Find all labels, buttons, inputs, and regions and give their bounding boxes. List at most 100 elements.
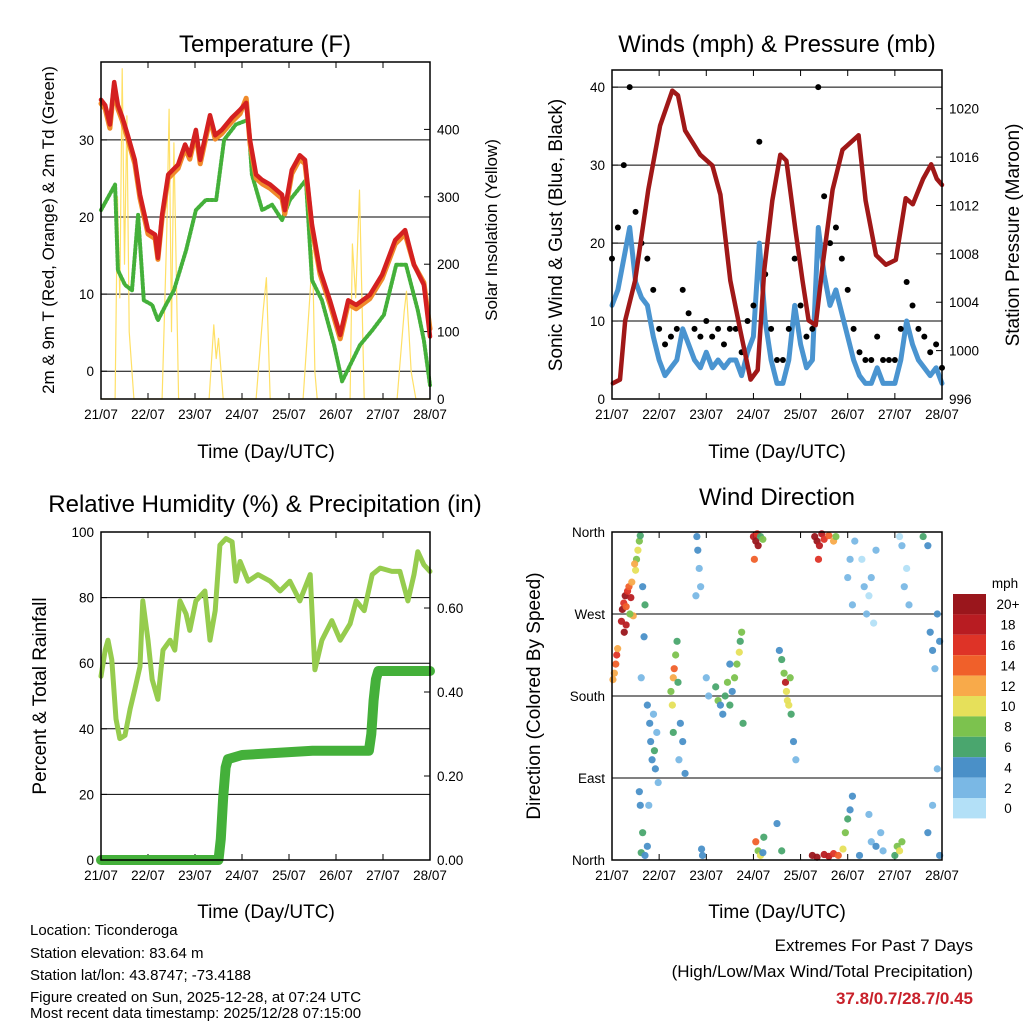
gust-point (679, 286, 686, 293)
humidity-title: Relative Humidity (%) & Precipitation (i… (48, 491, 481, 518)
wind-direction-point (898, 838, 906, 846)
gust-point (614, 224, 621, 231)
wind-direction-point (928, 646, 937, 655)
winds-xtick-label: 28/07 (925, 407, 959, 422)
dewpoint-2m-line (99, 117, 432, 388)
pressure-ylabel: Station Pressure (Maroon) (1003, 124, 1024, 347)
gust-point (732, 325, 739, 332)
temperature-ytick-label: 10 (79, 287, 94, 302)
wind-direction-point (919, 532, 927, 541)
elevation-text: Station elevation: 83.64 m (30, 945, 203, 962)
wind-direction-plot-frame (611, 531, 943, 861)
wind-direction-point (698, 851, 707, 860)
wind-direction-point (673, 637, 681, 645)
gust-point (691, 325, 698, 332)
legend-label: 8 (1004, 720, 1012, 735)
wind-direction-point (646, 719, 654, 727)
wind-direction-point (865, 810, 873, 819)
extremes-title: Extremes For Past 7 Days (775, 936, 973, 955)
station-pressure-line (610, 88, 945, 386)
winds-plot-frame (611, 69, 943, 400)
winds-ytick-right-label: 1012 (949, 198, 979, 213)
wind-direction-point (787, 710, 795, 718)
temperature-ytick-right-label: 100 (437, 325, 460, 340)
legend-label: 0 (1004, 801, 1012, 816)
gust-point (632, 208, 639, 215)
wind-direction-point (905, 601, 913, 609)
wind-direction-point (928, 801, 937, 809)
wind-direction-point (705, 692, 713, 700)
temperature-ylabel: 2m & 9m T (Red, Orange) & 2m Td (Green) (39, 66, 58, 394)
gust-point (891, 357, 898, 364)
humidity-ytick-right-label: 0.40 (437, 685, 463, 700)
winds-xtick-label: 22/07 (642, 407, 676, 422)
legend-label: 6 (1004, 740, 1012, 755)
wind-direction-point (728, 687, 736, 696)
wind-direction-xtick-label: 25/07 (784, 868, 818, 883)
gust-point (927, 349, 934, 356)
wind-direction-point (834, 851, 842, 860)
wind-direction-point (634, 546, 642, 554)
wind-direction-point (614, 645, 622, 653)
gust-point (673, 325, 680, 332)
wind-direction-point (636, 801, 644, 809)
sonic-wind-line (609, 225, 945, 386)
wind-direction-point (860, 583, 868, 591)
wind-direction-xtick-label: 21/07 (595, 868, 629, 883)
wind-direction-point (668, 701, 676, 709)
wind-direction-point (726, 660, 734, 668)
wind-direction-point (651, 765, 659, 773)
wind-direction-point (789, 737, 798, 746)
legend-color-swatch (953, 696, 986, 717)
gust-point (909, 302, 916, 309)
wind-direction-point (924, 829, 932, 837)
wind-direction-point (626, 610, 634, 618)
humidity-xtick-label: 24/07 (225, 868, 259, 883)
gust-point (650, 286, 657, 293)
wind-direction-ylabel: Direction (Colored By Speed) (524, 572, 545, 819)
wind-direction-point (654, 778, 662, 787)
winds-ytick-right-label: 1008 (949, 247, 979, 262)
wind-direction-point (773, 819, 781, 828)
winds-ytick-right-label: 1016 (949, 150, 979, 165)
wind-direction-point (697, 845, 706, 853)
figure-created-text: Figure created on Sun, 2025-12-28, at 07… (30, 989, 361, 1006)
humidity-xtick-label: 26/07 (319, 868, 353, 883)
humidity-xtick-label: 28/07 (413, 868, 447, 883)
humidity-plot-frame (100, 531, 431, 861)
wind-direction-point (814, 555, 823, 563)
temperature-xtick-label: 22/07 (131, 407, 165, 422)
wind-direction-point (669, 674, 677, 682)
gust-point (785, 325, 792, 332)
wind-direction-point (693, 532, 701, 541)
gust-point (809, 325, 816, 332)
wind-direction-point (778, 847, 786, 855)
wind-direction-point (867, 573, 875, 582)
wind-direction-xtick-label: 24/07 (737, 868, 771, 883)
winds-ytick-right-label: 1020 (949, 102, 979, 117)
wind-direction-point (612, 660, 620, 668)
gust-point (885, 357, 892, 364)
legend-color-swatch (953, 594, 986, 615)
wind-direction-point (622, 603, 630, 611)
legend-color-swatch (953, 716, 986, 737)
gust-point (797, 302, 804, 309)
wind-direction-point (813, 853, 821, 861)
wind-direction-point (848, 601, 857, 609)
wind-direction-point (637, 674, 645, 682)
humidity-xtick-label: 23/07 (178, 868, 212, 883)
recent-data-text: Most recent data timestamp: 2025/12/28 0… (30, 1005, 361, 1022)
gust-point (933, 341, 940, 348)
gust-point (756, 138, 763, 145)
wind-direction-point (895, 847, 904, 855)
humidity-xtick-label: 27/07 (366, 868, 400, 883)
wind-direction-point (639, 583, 647, 591)
humidity-ytick-right-label: 0.60 (437, 601, 463, 616)
wind-direction-point (924, 542, 932, 550)
wind-direction-point (865, 592, 873, 600)
gust-point (750, 302, 757, 309)
wind-direction-point (735, 648, 743, 656)
wind-direction-point (778, 655, 786, 664)
winds-ytick-label: 10 (590, 314, 605, 329)
wind-direction-xlabel: Time (Day/UTC) (708, 902, 846, 923)
